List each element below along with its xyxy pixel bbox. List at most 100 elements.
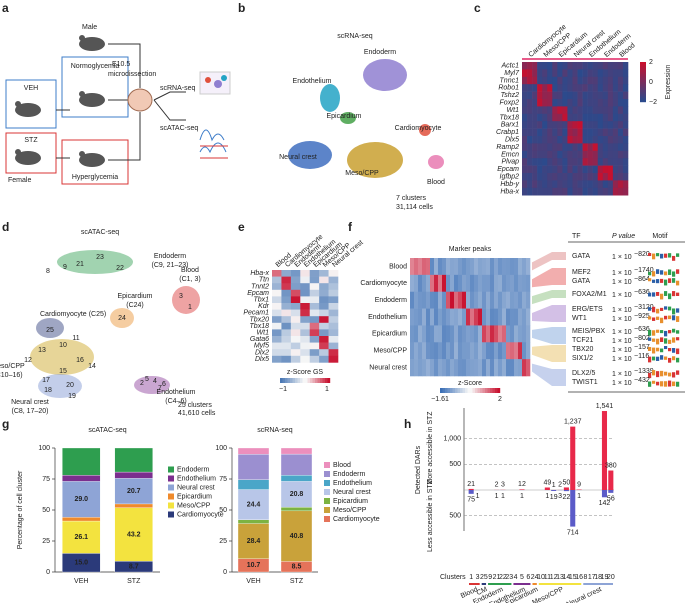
heat-cell bbox=[290, 296, 301, 304]
label: Dlx5 bbox=[505, 137, 519, 144]
heat-cell bbox=[597, 106, 604, 115]
heat-cell bbox=[562, 62, 568, 70]
heat-cell bbox=[522, 274, 527, 293]
heat-cell bbox=[572, 106, 578, 115]
motif-logo bbox=[652, 330, 656, 336]
y-tick-label: 100 bbox=[38, 445, 50, 452]
heat-cell bbox=[532, 69, 538, 78]
heat-cell bbox=[587, 99, 593, 107]
label: GATA bbox=[572, 278, 590, 285]
motif-logo bbox=[656, 279, 660, 284]
heat-cell bbox=[552, 173, 558, 181]
motif-logo bbox=[676, 330, 680, 334]
heat-cell bbox=[547, 76, 553, 85]
y-axis-label: Percentage of cell cluster bbox=[17, 470, 24, 549]
x-tick-label: 4 bbox=[514, 574, 518, 581]
motif-logo bbox=[652, 356, 656, 361]
label: Endothelium bbox=[293, 78, 332, 85]
heat-cell bbox=[592, 76, 599, 85]
colorbar bbox=[480, 388, 483, 393]
motif-logo bbox=[664, 306, 668, 310]
heat-cell bbox=[597, 84, 604, 92]
heat-cell bbox=[527, 180, 533, 189]
schematic-a bbox=[5, 35, 231, 185]
motif-logo bbox=[660, 317, 664, 324]
heat-cell bbox=[557, 99, 563, 107]
heat-cell bbox=[557, 187, 563, 196]
heat-cell bbox=[506, 325, 511, 343]
x-axis-label: Clusters bbox=[440, 574, 466, 581]
heat-cell bbox=[414, 359, 419, 377]
heat-cell bbox=[272, 296, 282, 304]
y-tick-label: 100 bbox=[215, 445, 227, 452]
heat-cell bbox=[552, 106, 558, 115]
heat-cell bbox=[442, 274, 447, 293]
motif-logo bbox=[676, 292, 680, 296]
motif-logo bbox=[668, 293, 672, 300]
x-tick-label: 10 bbox=[537, 574, 545, 581]
colorbar bbox=[305, 378, 308, 383]
heat-cell bbox=[602, 106, 609, 115]
atac-cluster bbox=[134, 376, 170, 394]
heat-cell bbox=[422, 258, 427, 276]
heat-cell bbox=[300, 322, 311, 330]
heat-cell bbox=[577, 158, 583, 166]
heat-cell bbox=[527, 128, 533, 137]
heat-cell bbox=[458, 258, 463, 276]
heat-cell bbox=[552, 69, 558, 78]
colorbar bbox=[475, 388, 478, 393]
label: 1 × 10 bbox=[612, 270, 632, 277]
heat-cell bbox=[552, 91, 558, 100]
label: Tbx1 bbox=[253, 297, 269, 304]
heat-cell bbox=[482, 291, 487, 309]
heat-cell bbox=[587, 150, 593, 159]
legend-swatch bbox=[324, 498, 330, 504]
heat-cell bbox=[542, 158, 548, 166]
label: 1 × 10 bbox=[612, 338, 632, 345]
label: 3 bbox=[179, 293, 183, 300]
bar-segment bbox=[280, 506, 313, 512]
heat-cell bbox=[514, 308, 519, 326]
mouse bbox=[79, 153, 105, 167]
heat-cell bbox=[622, 165, 629, 174]
motif-logo bbox=[672, 356, 676, 361]
heat-cell bbox=[281, 322, 292, 330]
mouse bbox=[79, 37, 105, 51]
value-label: 1 bbox=[476, 493, 480, 500]
heat-cell bbox=[490, 325, 495, 343]
motif-logo bbox=[660, 278, 664, 283]
value-label: 142 bbox=[599, 500, 611, 507]
colorbar bbox=[640, 82, 646, 85]
label: 25 bbox=[46, 327, 54, 334]
heat-cell bbox=[522, 113, 528, 122]
colorbar bbox=[640, 98, 646, 101]
heat-cell bbox=[328, 342, 339, 350]
value-label: 15.0 bbox=[74, 560, 88, 567]
colorbar bbox=[292, 378, 296, 383]
motif-logo bbox=[648, 278, 652, 282]
heat-cell bbox=[506, 258, 511, 276]
colorbar bbox=[640, 84, 646, 87]
heat-cell bbox=[607, 99, 614, 107]
mouse-ear bbox=[15, 149, 21, 155]
heat-cell bbox=[577, 91, 583, 100]
heat-cell bbox=[426, 325, 431, 343]
heat-cell bbox=[328, 303, 339, 310]
motif-logo bbox=[664, 346, 668, 350]
heat-cell bbox=[526, 342, 531, 360]
label: Epicardium bbox=[372, 331, 407, 338]
heat-cell bbox=[522, 359, 527, 377]
heat-cell bbox=[319, 316, 329, 324]
y-tick-label: 25 bbox=[219, 538, 227, 545]
group-sub: (C24) bbox=[126, 302, 144, 309]
heat-cell bbox=[607, 143, 614, 152]
heat-cell bbox=[514, 291, 519, 309]
heat-cell bbox=[617, 91, 624, 100]
heat-cell bbox=[537, 143, 543, 152]
heat-cell bbox=[462, 359, 467, 377]
panel-letter: b bbox=[238, 1, 245, 15]
umap-cluster bbox=[363, 59, 407, 91]
heat-cell bbox=[502, 274, 507, 293]
label: 1 × 10 bbox=[612, 279, 632, 286]
label: Plvap bbox=[501, 159, 519, 166]
